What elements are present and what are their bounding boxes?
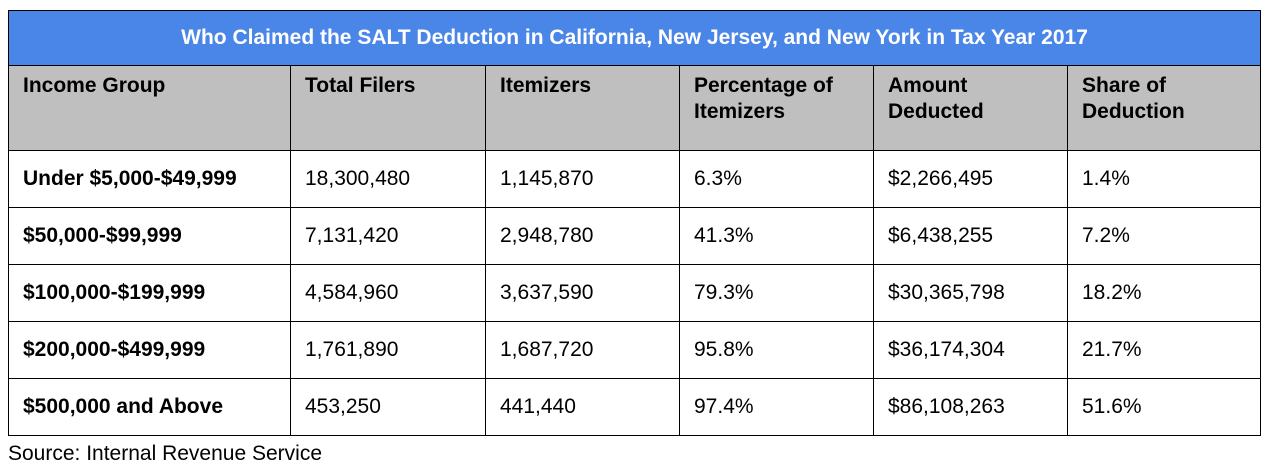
column-header-total-filers: Total Filers <box>290 65 486 151</box>
cell-amount-deducted: $36,174,304 <box>873 321 1068 379</box>
cell-percentage-of-itemizers: 95.8% <box>679 321 874 379</box>
column-header-itemizers: Itemizers <box>485 65 680 151</box>
cell-amount-deducted: $86,108,263 <box>873 378 1068 436</box>
cell-income-group: Under $5,000-$49,999 <box>8 150 291 208</box>
cell-percentage-of-itemizers: 97.4% <box>679 378 874 436</box>
table-row: $100,000-$199,999 4,584,960 3,637,590 79… <box>8 264 1262 322</box>
cell-total-filers: 18,300,480 <box>290 150 486 208</box>
cell-amount-deducted: $2,266,495 <box>873 150 1068 208</box>
cell-amount-deducted: $6,438,255 <box>873 207 1068 265</box>
column-header-income-group: Income Group <box>8 65 291 151</box>
cell-percentage-of-itemizers: 6.3% <box>679 150 874 208</box>
cell-share-of-deduction: 18.2% <box>1066 264 1262 322</box>
table-row: Under $5,000-$49,999 18,300,480 1,145,87… <box>8 150 1262 208</box>
column-header-share-of-deduction: Share of Deduction <box>1066 65 1262 151</box>
cell-income-group: $200,000-$499,999 <box>8 321 291 379</box>
cell-percentage-of-itemizers: 79.3% <box>679 264 874 322</box>
salt-deduction-table: Who Claimed the SALT Deduction in Califo… <box>7 10 1262 436</box>
cell-itemizers: 441,440 <box>485 378 680 436</box>
cell-income-group: $500,000 and Above <box>8 378 291 436</box>
column-header-row: Income Group Total Filers Itemizers Perc… <box>8 65 1262 151</box>
cell-itemizers: 2,948,780 <box>485 207 680 265</box>
cell-percentage-of-itemizers: 41.3% <box>679 207 874 265</box>
title-row: Who Claimed the SALT Deduction in Califo… <box>7 10 1262 66</box>
table-row: $50,000-$99,999 7,131,420 2,948,780 41.3… <box>8 207 1262 265</box>
salt-table-container: Who Claimed the SALT Deduction in Califo… <box>7 10 1262 436</box>
column-header-percentage-of-itemizers: Percentage of Itemizers <box>679 65 874 151</box>
cell-income-group: $100,000-$199,999 <box>8 264 291 322</box>
cell-total-filers: 7,131,420 <box>290 207 486 265</box>
cell-share-of-deduction: 1.4% <box>1066 150 1262 208</box>
cell-total-filers: 4,584,960 <box>290 264 486 322</box>
cell-share-of-deduction: 51.6% <box>1066 378 1262 436</box>
table-title: Who Claimed the SALT Deduction in Califo… <box>7 10 1262 66</box>
column-header-amount-deducted: Amount Deducted <box>873 65 1068 151</box>
cell-total-filers: 1,761,890 <box>290 321 486 379</box>
cell-share-of-deduction: 7.2% <box>1066 207 1262 265</box>
cell-amount-deducted: $30,365,798 <box>873 264 1068 322</box>
cell-itemizers: 1,145,870 <box>485 150 680 208</box>
cell-itemizers: 1,687,720 <box>485 321 680 379</box>
cell-total-filers: 453,250 <box>290 378 486 436</box>
cell-itemizers: 3,637,590 <box>485 264 680 322</box>
cell-income-group: $50,000-$99,999 <box>8 207 291 265</box>
table-row: $200,000-$499,999 1,761,890 1,687,720 95… <box>8 321 1262 379</box>
source-note: Source: Internal Revenue Service <box>8 442 323 465</box>
cell-share-of-deduction: 21.7% <box>1066 321 1262 379</box>
table-row: $500,000 and Above 453,250 441,440 97.4%… <box>8 378 1262 436</box>
